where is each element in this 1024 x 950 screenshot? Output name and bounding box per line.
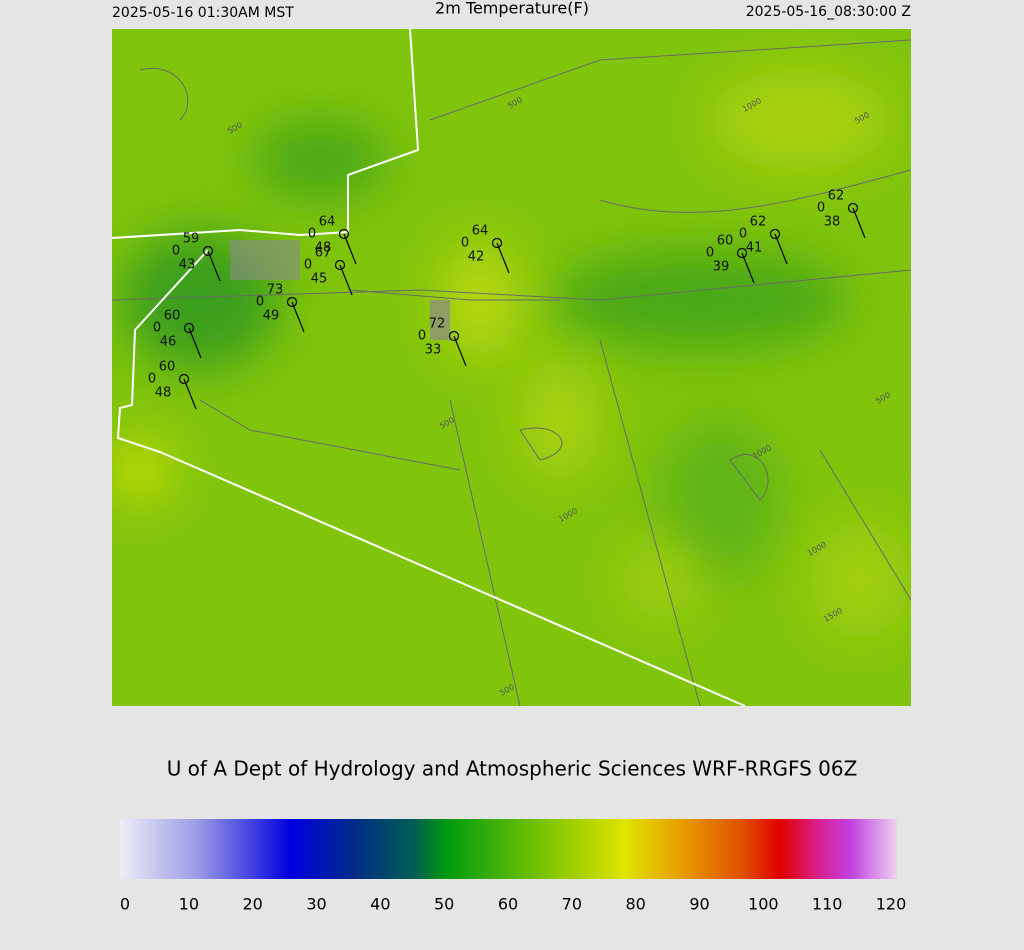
wind-barb: [741, 252, 755, 284]
footer: U of A Dept of Hydrology and Atmospheric…: [167, 757, 858, 781]
wind-barb: [496, 242, 510, 274]
station-circle: [334, 259, 346, 271]
wind-value: 0: [817, 201, 825, 216]
wind-barb: [453, 335, 467, 367]
temperature: 73: [267, 283, 284, 298]
station-circle: [202, 245, 214, 257]
wind-value: 0: [172, 244, 180, 259]
wind-value: 0: [148, 372, 156, 387]
dewpoint: 46: [160, 335, 177, 350]
station-circle: [448, 330, 460, 342]
wind-value: 0: [304, 258, 312, 273]
dewpoint: 39: [713, 260, 730, 275]
local-time: 2025-05-16 01:30AM MST: [112, 5, 294, 21]
colorbar-tick-label: 60: [498, 895, 518, 914]
wind-barb: [852, 207, 866, 239]
dewpoint: 42: [468, 250, 485, 265]
wind-value: 0: [706, 246, 714, 261]
wind-barb: [774, 233, 788, 265]
wind-barb: [188, 327, 202, 359]
colorbar-tick-label: 50: [434, 895, 454, 914]
colorbar-tick-label: 30: [306, 895, 326, 914]
station-circle: [736, 247, 748, 259]
temperature: 72: [429, 317, 446, 332]
temperature: 60: [159, 360, 176, 375]
wind-barb: [183, 378, 197, 410]
temperature: 59: [183, 232, 200, 247]
wind-value: 0: [461, 236, 469, 251]
colorbar-tick-label: 40: [370, 895, 390, 914]
dewpoint: 41: [746, 241, 763, 256]
dewpoint: 38: [824, 215, 841, 230]
temperature: 64: [472, 224, 489, 239]
station-circle: [286, 296, 298, 308]
dewpoint: 49: [263, 309, 280, 324]
station-circle: [178, 373, 190, 385]
colorbar-tick-label: 100: [748, 895, 779, 914]
colorbar-tick-label: 80: [625, 895, 645, 914]
station-circle: [183, 322, 195, 334]
dewpoint: 48: [155, 386, 172, 401]
colorbar-tick-label: 20: [242, 895, 262, 914]
wind-value: 0: [153, 321, 161, 336]
colorbar-tick-label: 10: [179, 895, 199, 914]
wind-barb: [207, 250, 221, 282]
dewpoint: 43: [179, 258, 196, 273]
colorbar-tick-label: 70: [562, 895, 582, 914]
wind-value: 0: [256, 295, 264, 310]
station-circle: [491, 237, 503, 249]
temperature: 60: [717, 234, 734, 249]
temperature: 64: [319, 215, 336, 230]
wind-barb: [339, 264, 353, 296]
temperature: 60: [164, 309, 181, 324]
wind-value: 0: [308, 227, 316, 242]
temperature: 62: [750, 215, 767, 230]
utc-time: 2025-05-16_08:30:00 Z: [746, 4, 911, 20]
colorbar-tick-label: 90: [689, 895, 709, 914]
station-circle: [847, 202, 859, 214]
station-circle: [769, 228, 781, 240]
colorbar: [120, 819, 897, 879]
dewpoint: 33: [425, 343, 442, 358]
wind-value: 0: [739, 227, 747, 242]
colorbar-tick-label: 0: [120, 895, 130, 914]
map-title: 2m Temperature(F): [435, 0, 589, 18]
station-circle: [338, 228, 350, 240]
temperature: 67: [315, 246, 332, 261]
colorbar-tick-label: 120: [876, 895, 907, 914]
colorbar-tick-label: 110: [812, 895, 843, 914]
dewpoint: 45: [311, 272, 328, 287]
wind-barb: [291, 301, 305, 333]
wind-value: 0: [418, 329, 426, 344]
dewpoint: 48: [315, 241, 332, 256]
temperature: 62: [828, 189, 845, 204]
wind-barb: [343, 233, 357, 265]
